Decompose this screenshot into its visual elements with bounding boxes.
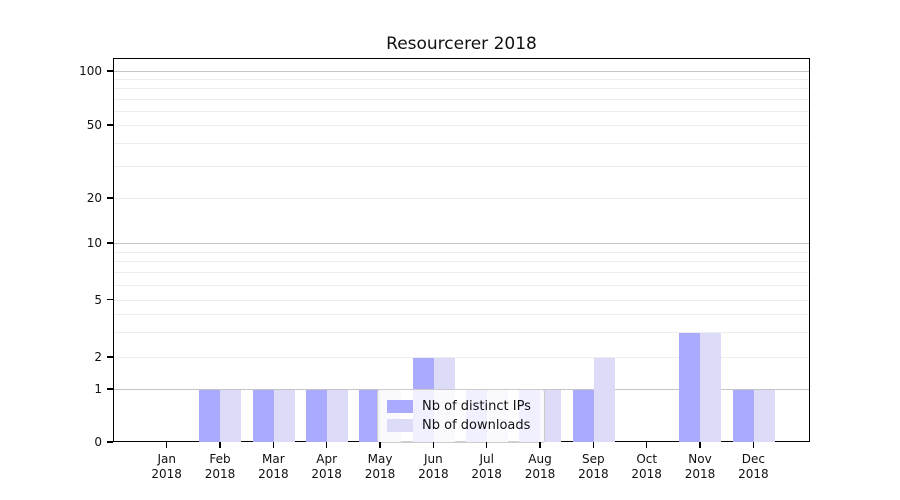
plot-area: Nb of distinct IPs Nb of downloads <box>113 58 810 443</box>
legend-swatch-downloads <box>387 419 413 432</box>
y-tick-label-50: 50 <box>86 118 102 132</box>
x-tick-may <box>379 442 381 448</box>
x-tick-feb <box>219 442 221 448</box>
x-tick-apr <box>326 442 328 448</box>
y-tick-1 <box>107 388 113 390</box>
x-tick-label-jan: Jan 2018 <box>151 452 182 481</box>
y-tick-label-1: 1 <box>94 382 102 396</box>
legend-item-downloads: Nb of downloads <box>387 416 534 435</box>
y-tick-label-20: 20 <box>86 191 102 205</box>
chart-title: Resourcerer 2018 <box>386 34 537 54</box>
bar-distinct-ips-dec <box>732 390 754 442</box>
y-tick-10 <box>107 242 113 244</box>
bar-downloads-dec <box>753 390 775 442</box>
x-tick-label-nov: Nov 2018 <box>684 452 716 481</box>
x-tick-label-feb: Feb 2018 <box>204 452 236 481</box>
legend-label-downloads: Nb of downloads <box>422 418 531 433</box>
bar-downloads-aug <box>540 390 562 442</box>
y-gridline-3 <box>114 331 809 333</box>
y-tick-label-0: 0 <box>94 435 102 449</box>
bar-downloads-apr <box>327 390 349 442</box>
y-gridline-90 <box>114 79 809 81</box>
y-gridline-9 <box>114 251 809 253</box>
y-tick-100 <box>107 70 113 72</box>
y-tick-label-10: 10 <box>86 236 102 250</box>
bar-downloads-sep <box>593 358 615 442</box>
y-gridline-8 <box>114 261 809 263</box>
x-tick-label-apr: Apr 2018 <box>311 452 342 481</box>
x-tick-label-jul: Jul 2018 <box>471 452 502 481</box>
bar-distinct-ips-apr <box>306 390 328 442</box>
x-tick-jun <box>432 442 434 448</box>
y-gridline-70 <box>114 98 809 100</box>
bar-downloads-feb <box>220 390 242 442</box>
x-tick-oct <box>646 442 648 448</box>
y-gridline-30 <box>114 165 809 167</box>
y-gridline-2 <box>114 357 809 358</box>
x-tick-label-oct: Oct 2018 <box>631 452 662 481</box>
y-tick-2 <box>107 356 113 358</box>
legend-item-distinct-ips: Nb of distinct IPs <box>387 397 534 416</box>
x-tick-mar <box>272 442 274 448</box>
bar-distinct-ips-sep <box>572 390 594 442</box>
x-tick-nov <box>699 442 701 448</box>
y-gridline-20 <box>114 198 809 199</box>
x-tick-aug <box>539 442 541 448</box>
x-tick-label-mar: Mar 2018 <box>258 452 289 481</box>
y-gridline-6 <box>114 284 809 286</box>
x-tick-label-sep: Sep 2018 <box>578 452 609 481</box>
x-tick-sep <box>592 442 594 448</box>
legend-label-distinct-ips: Nb of distinct IPs <box>422 399 531 414</box>
bar-distinct-ips-may <box>359 390 381 442</box>
bar-distinct-ips-nov <box>679 332 701 442</box>
legend-swatch-distinct-ips <box>387 400 413 413</box>
legend: Nb of distinct IPs Nb of downloads <box>377 389 545 443</box>
bar-downloads-nov <box>700 332 722 442</box>
x-tick-label-may: May 2018 <box>364 452 396 481</box>
y-gridline-80 <box>114 88 809 90</box>
y-tick-20 <box>107 197 113 199</box>
y-gridline-10 <box>114 243 809 244</box>
y-gridline-7 <box>114 272 809 274</box>
y-tick-label-100: 100 <box>79 64 102 78</box>
y-gridline-50 <box>114 125 809 126</box>
y-tick-50 <box>107 124 113 126</box>
y-gridline-40 <box>114 142 809 144</box>
x-tick-label-jun: Jun 2018 <box>418 452 449 481</box>
y-gridline-5 <box>114 299 809 301</box>
y-gridline-4 <box>114 313 809 315</box>
x-tick-dec <box>752 442 754 448</box>
bar-distinct-ips-feb <box>199 390 221 442</box>
y-gridline-60 <box>114 110 809 112</box>
x-tick-label-aug: Aug 2018 <box>524 452 556 481</box>
x-tick-jan <box>166 442 168 448</box>
bar-downloads-mar <box>273 390 295 442</box>
bar-distinct-ips-mar <box>252 390 274 442</box>
x-tick-label-dec: Dec 2018 <box>738 452 769 481</box>
y-tick-label-2: 2 <box>94 350 102 364</box>
y-tick-0 <box>107 441 113 443</box>
x-tick-jul <box>486 442 488 448</box>
y-gridline-100 <box>114 71 809 72</box>
y-tick-label-5: 5 <box>94 292 102 307</box>
y-tick-5 <box>107 298 113 301</box>
